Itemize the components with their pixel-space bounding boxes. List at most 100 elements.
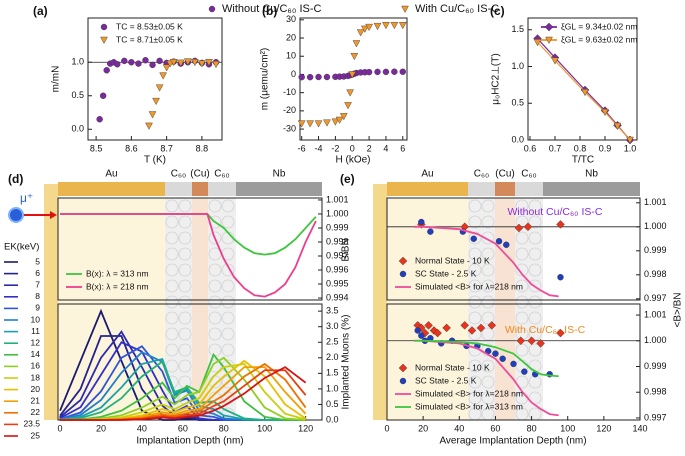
legend-marker — [208, 5, 216, 13]
x-tick-label: 0 — [384, 423, 389, 433]
layer-bar — [58, 182, 165, 196]
x-tick-label: 140 — [632, 423, 647, 433]
c60-sphere — [221, 215, 235, 229]
data-point — [492, 350, 499, 357]
c60-sphere — [481, 295, 495, 309]
y-tick-label: 0.5 — [511, 98, 524, 108]
layer-label: Nb — [273, 169, 286, 180]
legend-marker — [398, 256, 408, 266]
x-tick-label: -2 — [331, 143, 339, 153]
c60-sphere — [515, 231, 529, 245]
data-point — [356, 29, 365, 37]
y-tick-label: 1.000 — [644, 221, 667, 231]
c60-sphere — [165, 343, 179, 357]
c60-sphere — [221, 295, 235, 309]
y-tick-label: -10 — [283, 87, 296, 97]
c60-sphere — [221, 343, 235, 357]
legend-marker — [398, 363, 408, 373]
layer-region — [192, 198, 208, 420]
legend-label: SC State - 2.5 K — [415, 268, 477, 278]
data-point — [152, 97, 160, 106]
layer-label: Nb — [585, 169, 598, 180]
c60-sphere — [481, 199, 495, 213]
ion-arrowhead — [50, 211, 57, 219]
data-point — [128, 59, 135, 66]
c60-sphere — [515, 343, 529, 357]
data-point — [306, 73, 314, 81]
layer-region — [495, 198, 515, 420]
y-tick-label: 0.997 — [644, 293, 667, 303]
plot-frame — [386, 197, 641, 301]
data-point — [527, 336, 536, 346]
data-point — [613, 122, 622, 130]
y-tick-label: 0.0 — [326, 414, 339, 424]
c60-sphere — [208, 295, 222, 309]
panel-label: (d) — [8, 172, 23, 186]
c60-sphere — [528, 279, 542, 293]
c60-sphere — [221, 327, 235, 341]
data-point — [510, 360, 517, 368]
data-point — [339, 113, 348, 121]
c60-sphere — [165, 279, 179, 293]
plot-frame — [57, 303, 323, 421]
c60-sphere — [165, 311, 179, 325]
data-point — [365, 68, 373, 76]
c60-sphere — [528, 311, 542, 325]
y-tick-label: 3.0 — [326, 321, 339, 331]
x-tick-label: 40 — [137, 423, 147, 433]
data-point — [427, 228, 434, 235]
c60-sphere — [178, 359, 192, 373]
x-tick-label: 0.9 — [599, 143, 612, 153]
layer-label: Au — [105, 169, 117, 180]
layer-region — [387, 198, 468, 420]
x-tick-label: 2 — [367, 143, 372, 153]
c60-sphere — [208, 327, 222, 341]
data-point — [503, 241, 510, 249]
x-tick-label: 0 — [58, 423, 63, 433]
legend-marker — [399, 270, 407, 278]
c60-sphere — [165, 359, 179, 373]
x-tick-label: 8.5 — [90, 143, 103, 153]
y-tick-label: 0.999 — [644, 245, 667, 255]
data-point — [183, 58, 192, 66]
y-tick-label: 1.000 — [326, 208, 349, 218]
legend-label: 9 — [35, 303, 40, 313]
data-point — [162, 64, 171, 72]
data-point — [346, 89, 354, 97]
data-point — [96, 116, 103, 123]
x-axis-label: H (kOe) — [336, 155, 371, 166]
data-point — [399, 68, 406, 75]
c60-sphere — [528, 263, 542, 277]
legend-marker — [545, 36, 553, 44]
y-tick-label: 1.5 — [326, 368, 339, 378]
c60-sphere — [515, 279, 529, 293]
x-tick-label: 120 — [298, 423, 313, 433]
data-point — [556, 220, 565, 229]
c60-sphere — [178, 343, 192, 357]
x-tick-label: 4 — [383, 143, 388, 153]
legend-label: B(x): λ = 218 nm — [86, 281, 149, 291]
muon — [8, 207, 24, 223]
y-tick-label: 2.5 — [326, 337, 339, 347]
data-point — [350, 53, 359, 61]
layer-label: Au — [421, 169, 433, 180]
legend-label: 5 — [35, 256, 40, 266]
legend-label: With Cu/C₆₀ IS-C — [415, 3, 499, 15]
data-point — [103, 67, 110, 74]
x-tick-label: 8.6 — [125, 143, 138, 153]
data-point — [156, 57, 163, 65]
panel-label: (b) — [262, 4, 277, 18]
data-point — [398, 22, 407, 30]
layer-label: C₆₀ — [474, 169, 489, 180]
data-point — [142, 57, 149, 64]
x-tick-label: 120 — [596, 423, 611, 433]
plot-frame — [87, 17, 223, 141]
data-point — [348, 71, 357, 79]
y-tick-label: -30 — [283, 123, 296, 133]
c60-sphere — [468, 215, 482, 229]
y-tick-label: 30 — [286, 14, 296, 24]
y-tick-label: 1.001 — [326, 194, 349, 204]
y-tick-label: 2.0 — [326, 352, 339, 362]
layer-bar — [515, 182, 543, 196]
layer-bar — [387, 182, 468, 196]
